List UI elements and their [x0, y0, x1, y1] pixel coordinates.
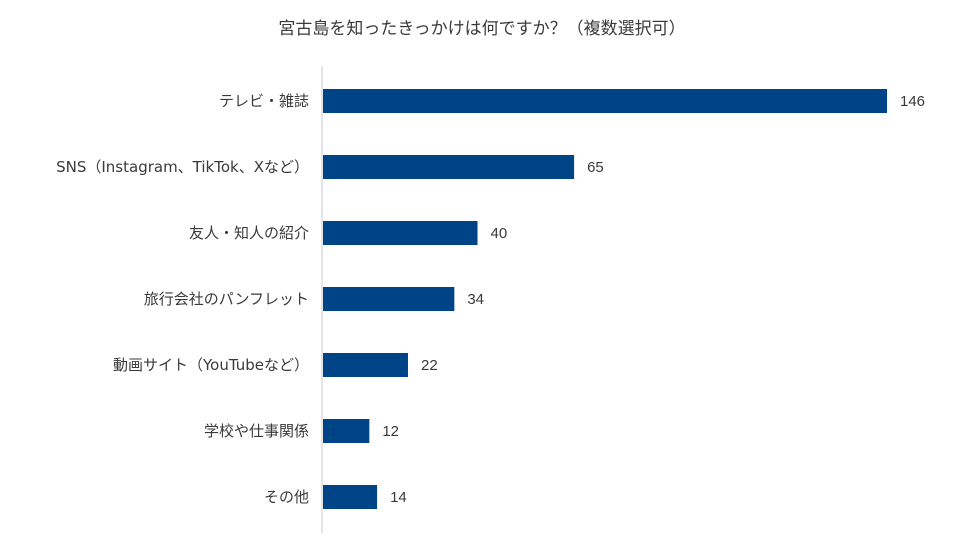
chart-title: 宮古島を知ったきっかけは何ですか？（複数選択可） [278, 19, 686, 39]
bar-4 [323, 353, 408, 377]
category-label-4: 動画サイト（YouTubeなど） [113, 356, 309, 374]
category-label-0: テレビ・雑誌 [219, 92, 309, 110]
category-label-5: 学校や仕事関係 [204, 422, 309, 440]
category-label-1: SNS（Instagram、TikTok、Xなど） [56, 158, 309, 176]
value-label-5: 12 [382, 423, 399, 440]
category-label-3: 旅行会社のパンフレット [144, 290, 309, 308]
bars-group [323, 89, 887, 509]
value-label-3: 34 [467, 291, 484, 308]
category-label-6: その他 [264, 488, 309, 506]
category-labels-group: テレビ・雑誌 SNS（Instagram、TikTok、Xなど） 友人・知人の紹介旅… [56, 92, 309, 506]
bar-5 [323, 419, 370, 443]
value-label-0: 146 [900, 93, 925, 110]
category-label-2: 友人・知人の紹介 [189, 224, 309, 242]
value-labels-group: 146 65 40 34 22 12 14 [382, 93, 925, 506]
value-label-4: 22 [421, 357, 438, 374]
value-label-1: 65 [587, 159, 604, 176]
bar-2 [323, 221, 478, 245]
bar-0 [323, 89, 887, 113]
value-label-6: 14 [390, 489, 407, 506]
bar-3 [323, 287, 455, 311]
bar-6 [323, 485, 378, 509]
value-label-2: 40 [491, 225, 508, 242]
bar-1 [323, 155, 575, 179]
